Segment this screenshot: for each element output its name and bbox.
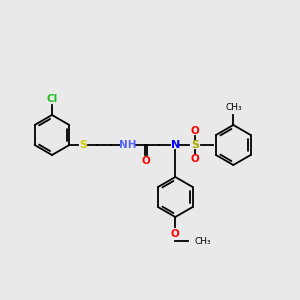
Text: CH₃: CH₃ xyxy=(194,236,211,245)
Text: O: O xyxy=(191,154,200,164)
Text: NH: NH xyxy=(118,140,136,150)
Text: N: N xyxy=(171,140,180,150)
Text: O: O xyxy=(142,156,151,166)
Text: O: O xyxy=(191,126,200,136)
Text: O: O xyxy=(171,229,180,239)
Text: S: S xyxy=(191,140,199,150)
Text: S: S xyxy=(79,140,87,150)
Text: CH₃: CH₃ xyxy=(225,103,242,112)
Text: Cl: Cl xyxy=(46,94,58,104)
